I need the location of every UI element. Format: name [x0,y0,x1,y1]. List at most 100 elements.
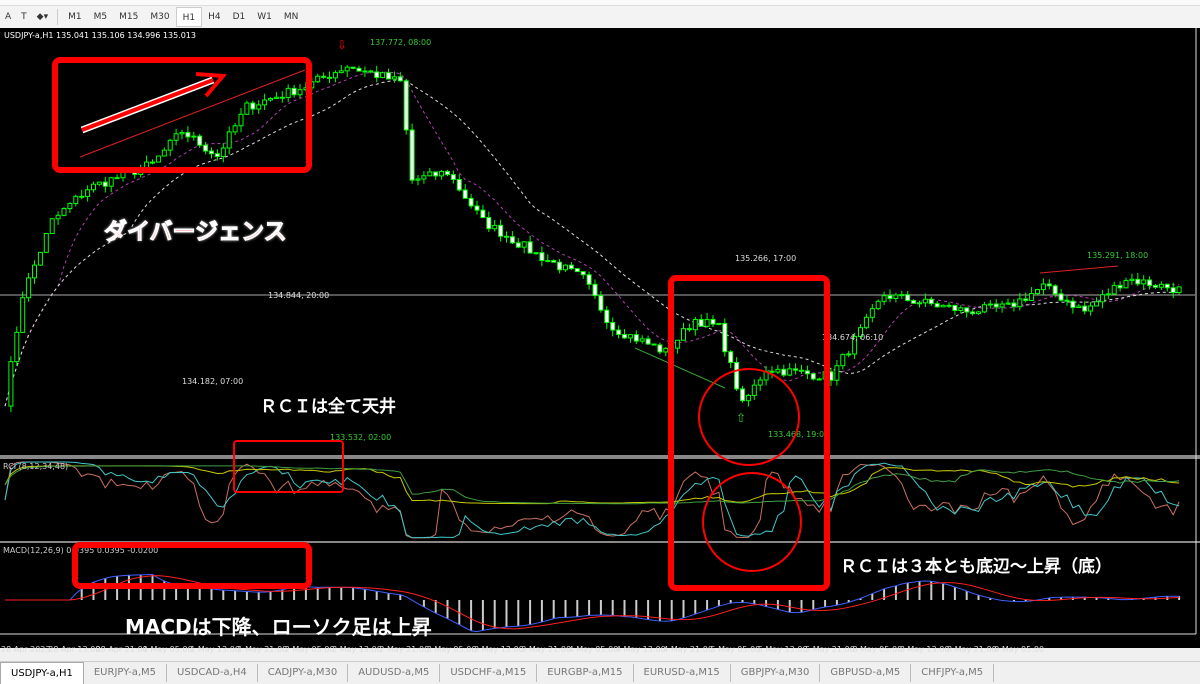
chart-tab[interactable]: USDCHF-a,M15 [440,664,538,682]
price-label: 133.532, 02:00 [330,433,392,442]
candle-body [716,322,722,325]
chart-tab[interactable]: AUDUSD-a,M5 [348,664,441,682]
candle-body [85,189,91,198]
candle-body [793,368,799,371]
candle-body [338,70,344,74]
rci-bottom-annotation: ＲＣＩは３本とも底辺～上昇（底） [840,557,1112,577]
candle-body [976,311,981,315]
timeframe-h4[interactable]: H4 [208,12,221,22]
candle-body [474,205,480,211]
candle-body [1176,286,1182,293]
chart-header: USDJPY-a,H1 135.041 135.106 134.996 135.… [4,31,196,40]
candle-body [875,300,881,310]
timeframe-m5[interactable]: M5 [93,12,108,22]
chart-tab[interactable]: GBPUSD-a,M5 [820,664,912,682]
candle-body [185,132,191,138]
time-axis-label: 1 May 21:00 [237,645,288,654]
candle-body [79,195,85,198]
candle-body [710,318,716,325]
candle-body [905,294,911,302]
chart-tab[interactable]: CADJPY-a,M30 [258,664,349,682]
down-arrow-icon: ⇩ [337,38,348,52]
timeframe-w1[interactable]: W1 [257,12,272,22]
candle-body [1005,302,1011,305]
candle-body [374,71,380,79]
candle-body [728,351,734,364]
annotation-box-divergence [52,57,312,173]
candle-body [332,72,338,79]
candle-body [480,209,486,219]
time-axis-label: 4 May 05:00 [568,645,619,654]
time-axis-label: 5 May 05:00 [710,645,761,654]
trend-line [634,347,726,389]
chart-tab[interactable]: CHFJPY-a,M5 [911,664,995,682]
rci-line [4,461,1180,539]
candle-body [946,304,952,307]
shapes-tool-icon[interactable]: ◆▾ [36,12,49,22]
candle-body [940,304,946,308]
candle-body [592,283,598,297]
timeframe-m30[interactable]: M30 [150,12,170,22]
timeframe-h1[interactable]: H1 [175,7,203,27]
candle-body [1040,283,1046,291]
timeframe-d1[interactable]: D1 [232,12,246,22]
candle-body [37,251,43,266]
candle-body [214,153,220,158]
candle-body [1035,289,1040,295]
chart-tab[interactable]: EURJPY-a,M5 [84,664,168,682]
timeframe-m15[interactable]: M15 [119,12,139,22]
time-axis-label: 8 May 21:00 [947,645,997,654]
trend-line [1039,265,1119,274]
candle-body [681,328,686,341]
candle-body [692,319,698,331]
chart-tab[interactable]: EURGBP-a,M15 [537,664,634,682]
candle-body [356,67,362,72]
trend-line [79,69,306,158]
candle-body [1029,293,1035,301]
candle-body [197,135,203,146]
annotation-box-bottom [668,275,830,591]
candle-body [450,174,456,180]
timeframe-mn[interactable]: MN [283,12,299,22]
candle-body [291,87,297,96]
time-axis-label: 8 May 05:00 [852,645,903,654]
chart-tab[interactable]: GBPJPY-a,M30 [731,664,821,682]
title-strip [0,0,1200,6]
candle-body [250,102,256,110]
text-label-tool-button[interactable]: T [21,12,27,22]
candle-body [238,113,244,127]
chart-tab[interactable]: EURUSD-a,M15 [634,664,731,682]
time-axis-label: 2 May 21:00 [379,645,430,654]
candle-body [527,241,533,254]
candle-body [1058,293,1064,301]
candle-body [232,125,238,133]
candle-body [1123,279,1129,289]
chart-canvas [0,28,1200,635]
chart-tab[interactable]: USDCAD-a,H4 [167,664,258,682]
text-tool-button[interactable]: A [5,12,12,22]
candle-body [462,189,468,199]
candle-body [934,303,940,308]
candle-body [433,171,439,177]
candle-body [49,218,55,234]
rci-indicator-label: RCI (8,12,34,48) [3,462,69,471]
candle-body [675,339,681,349]
candle-body [863,316,869,329]
arrow-annotation-icon [80,72,228,134]
candle-body [787,368,793,376]
candle-body [504,235,509,238]
candle-body [1147,279,1153,286]
timeframe-m1[interactable]: M1 [68,12,82,22]
candle-body [663,347,669,353]
candle-body [911,300,917,304]
candle-body [775,368,781,373]
candle-body [557,261,563,271]
candle-body [397,76,403,82]
price-label: 134.182, 07:00 [182,377,244,386]
price-label-low: 133.468, 19:00 [768,430,830,439]
candle-body [492,224,498,230]
candle-body [1052,285,1058,295]
chart-tab[interactable]: USDJPY-a,H1 [0,662,84,684]
candle-body [539,252,545,262]
candle-body [173,133,179,141]
